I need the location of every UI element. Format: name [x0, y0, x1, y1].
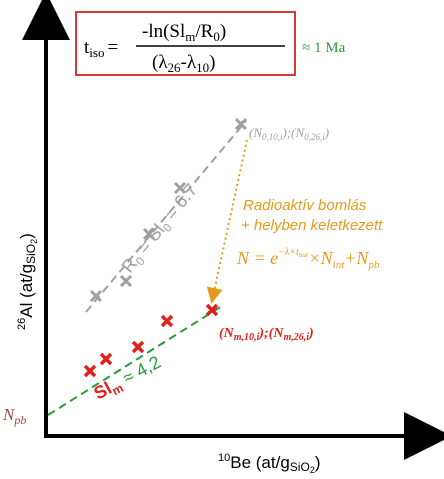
red-point: [160, 314, 174, 328]
red-point-label: (Nm,10,i);(Nm,26,i): [219, 326, 314, 343]
gray-points: [89, 117, 248, 303]
formula-approx: ≈ 1 Ma: [302, 40, 346, 56]
red-point: [205, 303, 219, 317]
decay-text-line1: Radioaktív bomlás: [243, 197, 367, 214]
y-axis-label: 26Al (at/gSiO2): [16, 233, 39, 330]
formula-lhs: tiso =: [84, 37, 118, 60]
formula-denominator: (λ26-λ10): [152, 52, 215, 75]
formula-numerator: -ln(Slm/R0): [142, 21, 226, 44]
decay-text-line2: + helyben keletkezett: [241, 217, 383, 234]
formula-box: [75, 11, 296, 76]
npb-label: Npb: [2, 405, 26, 427]
gray-point: [173, 181, 187, 195]
decay-equation: N = e−λ×tbur×Nint+Npb: [236, 247, 380, 271]
red-points: [83, 303, 219, 378]
decay-arrow: [206, 139, 248, 304]
red-point: [83, 364, 97, 378]
red-point: [131, 340, 145, 354]
red-point: [99, 352, 113, 366]
gray-ratio-label: R0 = Sl0 = 6.7: [118, 180, 204, 279]
green-isochron-line: [47, 305, 223, 416]
x-axis-label: 10Be (at/gSiO2): [218, 452, 321, 475]
gray-isochron-line: [85, 120, 247, 313]
gray-point: [234, 117, 248, 131]
gray-point: [89, 289, 103, 303]
gray-point: [142, 227, 156, 241]
gray-point: [119, 274, 133, 288]
gray-point-label: (N0,10,i);(N0,26,i): [249, 125, 329, 142]
green-ratio-label: Slm ≈ 4,2: [90, 352, 165, 406]
